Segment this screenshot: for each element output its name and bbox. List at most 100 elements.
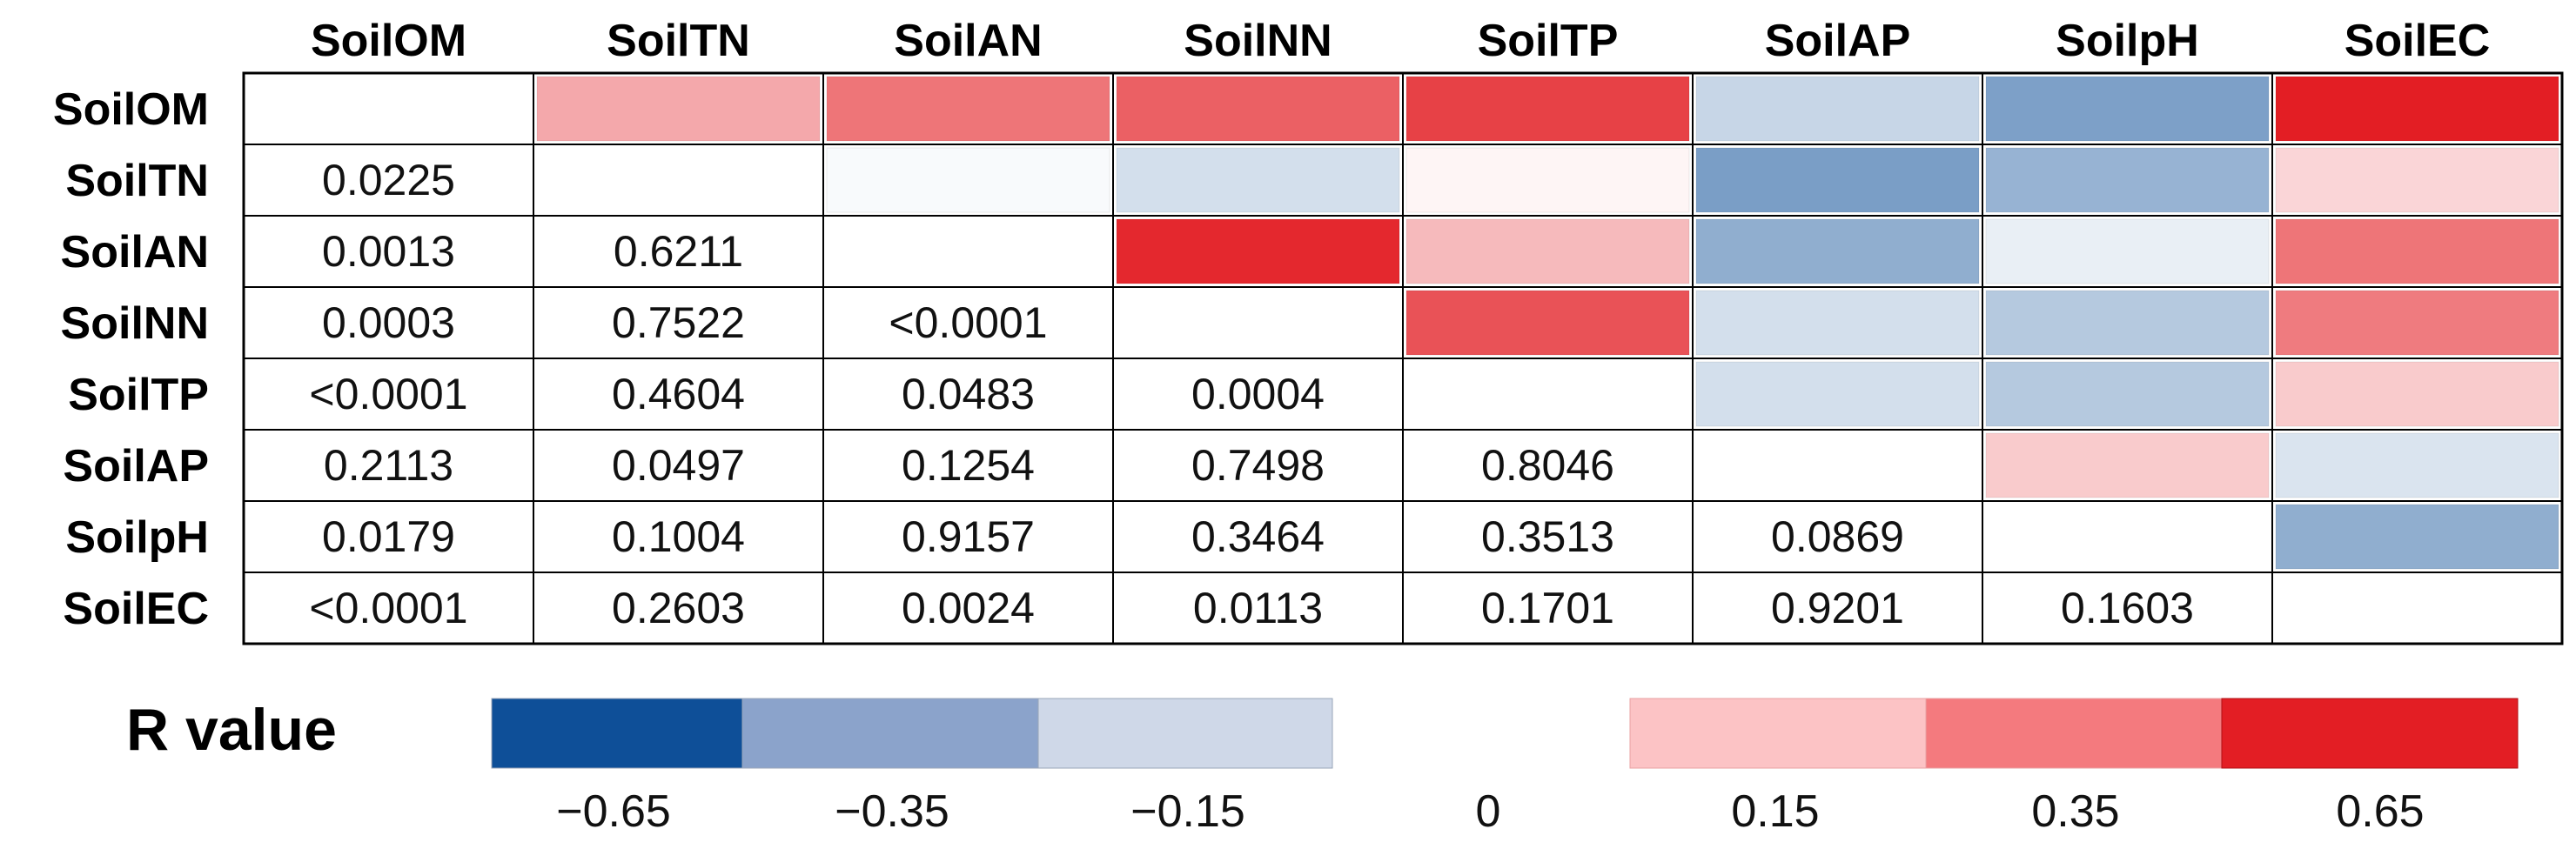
row-headers: SoilOM SoilTN SoilAN SoilNN SoilTP SoilAP Soil…: [53, 84, 209, 634]
r-value-fill: [1985, 361, 2270, 427]
heatmap-border: [242, 71, 2564, 645]
heatmap-cell: [1112, 572, 1404, 645]
row-header: SoilOM: [53, 84, 209, 135]
r-value-fill: [1695, 290, 1980, 356]
r-value-fill: [1695, 76, 1980, 142]
r-value-fill: [2275, 432, 2559, 498]
heatmap-cell: [533, 215, 824, 288]
heatmap-cell: [243, 72, 534, 145]
r-value-fill: [2275, 147, 2559, 213]
p-value-label: 0.1603: [2061, 584, 2194, 632]
p-value-label: <0.0001: [309, 370, 467, 418]
legend-swatch: [2221, 698, 2519, 769]
heatmap-cell: [1692, 429, 1983, 502]
row-header: SoilTP: [68, 370, 209, 420]
column-header: SoilAN: [894, 16, 1042, 66]
heatmap-cell: [243, 286, 534, 359]
legend-tick-label: 0.35: [2031, 786, 2119, 837]
r-value-fill: [1405, 290, 1690, 356]
heatmap-cell: [1112, 286, 1404, 359]
legend-tick-label: −0.65: [556, 786, 671, 837]
p-value-label: 0.2113: [324, 441, 453, 490]
legend-swatch: [1037, 698, 1333, 769]
r-value-fill: [1695, 218, 1980, 284]
p-value-label: 0.0869: [1771, 512, 1904, 561]
color-legend: R value −0.65 −0.35 −0.15 0 0.15 0.35 0.65: [126, 697, 2519, 837]
heatmap-cell: [822, 429, 1114, 502]
r-value-fill: [826, 76, 1110, 142]
heatmap-cell: [533, 144, 824, 217]
row-header: SoilEC: [63, 584, 209, 634]
heatmap-cell: [243, 572, 534, 645]
p-value-label: 0.6211: [614, 227, 743, 276]
p-value-label: 0.7522: [612, 298, 745, 347]
heatmap-cell: [243, 500, 534, 573]
heatmap-cells: [243, 72, 2563, 645]
p-value-label: 0.0179: [322, 512, 455, 561]
column-header: SoilEC: [2345, 16, 2491, 66]
r-value-fill: [1985, 218, 2270, 284]
heatmap-cell: [1692, 500, 1983, 573]
p-value-label: 0.0483: [902, 370, 1035, 418]
r-value-fill: [2275, 361, 2559, 427]
legend-swatch: [1925, 698, 2223, 769]
heatmap-cell: [1402, 572, 1694, 645]
heatmap-cell: [1402, 358, 1694, 431]
p-value-label: 0.4604: [612, 370, 745, 418]
column-header: SoilTN: [607, 16, 750, 66]
row-header: SoilTN: [65, 156, 209, 206]
heatmap-cell: [1982, 500, 2273, 573]
r-value-fill: [1116, 218, 1400, 284]
p-value-label: 0.0225: [322, 156, 455, 204]
legend-swatch: [741, 698, 1039, 769]
heatmap-cell: [822, 215, 1114, 288]
heatmap-cell: [533, 429, 824, 502]
legend-title: R value: [126, 697, 337, 763]
r-value-fill: [1116, 147, 1400, 213]
p-value-label: 0.0004: [1191, 370, 1325, 418]
r-value-fill: [2275, 76, 2559, 142]
legend-swatch: [491, 698, 743, 769]
heatmap-cell: [243, 429, 534, 502]
p-value-label: 0.0013: [322, 227, 455, 276]
r-value-fill: [1405, 147, 1690, 213]
r-value-fill: [2275, 290, 2559, 356]
column-header: SoilOM: [311, 16, 466, 66]
r-value-fill: [536, 76, 821, 142]
legend-tick-label: −0.35: [835, 786, 949, 837]
p-value-label: 0.0113: [1193, 584, 1323, 632]
heatmap-cell: [1692, 572, 1983, 645]
r-value-fill: [1405, 76, 1690, 142]
r-value-fill: [1985, 432, 2270, 498]
heatmap-cell: [533, 572, 824, 645]
p-value-label: 0.7498: [1191, 441, 1325, 490]
r-value-fill: [1116, 76, 1400, 142]
column-header: SoilNN: [1184, 16, 1332, 66]
legend-tick-label: 0.15: [1731, 786, 1819, 837]
p-value-label: 0.1004: [612, 512, 745, 561]
heatmap-cell: [822, 358, 1114, 431]
heatmap-cell: [1982, 572, 2273, 645]
column-header: SoilAP: [1765, 16, 1911, 66]
r-value-fill: [1695, 147, 1980, 213]
heatmap-cell: [822, 500, 1114, 573]
p-value-label: 0.3464: [1191, 512, 1325, 561]
heatmap-cell: [1112, 429, 1404, 502]
heatmap-cell: [533, 286, 824, 359]
r-value-fill: [2275, 218, 2559, 284]
p-value-label: 0.0497: [612, 441, 745, 490]
column-header: SoilpH: [2056, 16, 2199, 66]
heatmap-cell: [243, 358, 534, 431]
r-value-fill: [1695, 361, 1980, 427]
p-value-label: 0.0003: [322, 298, 455, 347]
p-value-label: 0.2603: [612, 584, 745, 632]
legend-tick-label: 0.65: [2336, 786, 2424, 837]
p-value-label: 0.1254: [902, 441, 1035, 490]
row-header: SoilAN: [61, 227, 209, 277]
p-value-label: 0.0024: [902, 584, 1035, 632]
p-value-label: 0.8046: [1481, 441, 1614, 490]
r-value-fill: [2275, 504, 2559, 570]
r-value-fill: [1985, 290, 2270, 356]
